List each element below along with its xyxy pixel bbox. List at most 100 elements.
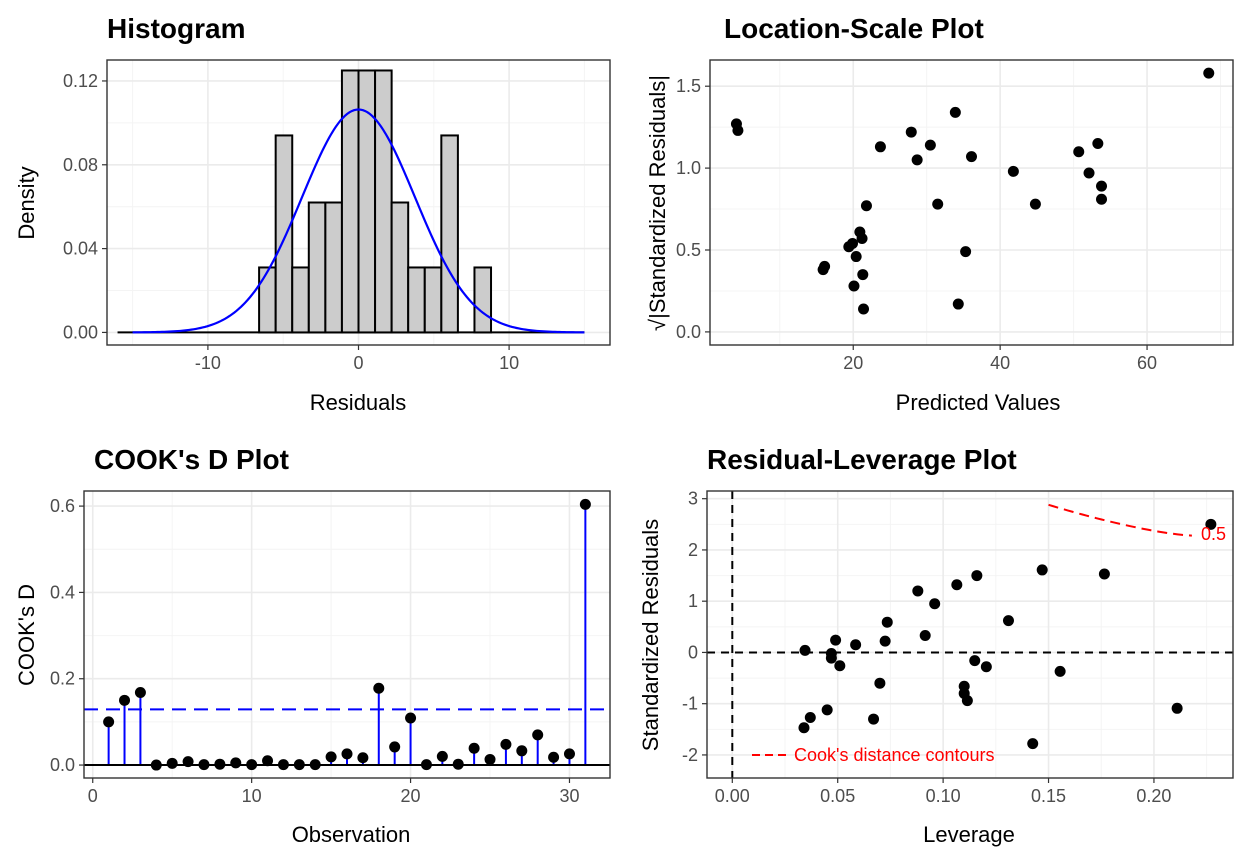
cooks-d-point [563, 748, 575, 760]
x-tick-label: 0.00 [715, 786, 750, 806]
y-tick-label: 2 [688, 540, 698, 560]
cooks-d-point [246, 759, 258, 771]
cooks-d-point [420, 759, 432, 771]
cooks-d-point [134, 687, 146, 699]
y-tick-label: 0.0 [676, 322, 701, 342]
x-tick-label: 0.05 [820, 786, 855, 806]
cooks-d-point [262, 755, 274, 767]
data-point [911, 154, 923, 166]
data-point [1096, 180, 1108, 192]
data-point [804, 712, 816, 724]
y-tick-label: 0.04 [63, 239, 98, 259]
x-tick-label: 0.20 [1136, 786, 1171, 806]
data-point [874, 677, 886, 689]
x-tick-label: 0 [353, 353, 363, 373]
cooks-d-point [309, 759, 321, 771]
data-point [799, 644, 811, 656]
location-scale-panel: 20 40 60 0.0 0.5 1.0 1.5 Location-Scale Plot Pre… [645, 13, 1234, 415]
data-point [847, 237, 859, 249]
data-point [857, 269, 869, 281]
data-point [858, 303, 870, 315]
cooks-d-title: COOK's D Plot [94, 444, 289, 475]
data-point [924, 139, 936, 151]
histogram-bar [374, 69, 393, 334]
cooks-d-point [214, 758, 226, 770]
cooks-d-point [230, 757, 242, 769]
data-point [1098, 568, 1110, 580]
data-point [819, 260, 831, 272]
panel-border [709, 59, 1234, 346]
data-point [879, 635, 891, 647]
cooks-d-point [389, 741, 401, 753]
cooks-d-point [182, 756, 194, 768]
y-tick-label: 1.5 [676, 76, 701, 96]
data-point [1036, 564, 1048, 576]
y-tick-label: 0.6 [50, 496, 75, 516]
panel-border [83, 490, 611, 779]
data-point [825, 652, 837, 664]
data-point [966, 151, 977, 163]
data-point [980, 661, 992, 673]
data-point [830, 634, 842, 646]
data-point [960, 246, 972, 258]
data-point [919, 630, 931, 642]
data-point [1027, 738, 1039, 750]
x-tick-label: 20 [843, 353, 863, 373]
cooks-d-y-label: COOK's D [14, 584, 39, 686]
y-tick-label: -1 [682, 694, 698, 714]
x-tick-label: 0.15 [1031, 786, 1066, 806]
histogram-bar [274, 134, 294, 334]
panel-background [707, 491, 1233, 778]
data-point [1171, 702, 1183, 714]
y-tick-label: 3 [688, 489, 698, 509]
panel-background [710, 60, 1233, 345]
cooks-d-point [293, 759, 305, 771]
histogram-panel: -10 0 10 0.00 0.04 0.08 0.12 Histogram Residuals… [14, 13, 611, 415]
x-tick-label: 60 [1137, 353, 1157, 373]
data-point [881, 616, 893, 628]
data-point [850, 251, 862, 263]
data-point [834, 660, 846, 672]
residual-leverage-x-label: Leverage [923, 822, 1015, 847]
data-point [848, 280, 860, 292]
location-scale-y-label: √|Standardized Residuals| [645, 75, 670, 331]
cooks-d-point [532, 729, 544, 741]
data-point [798, 722, 810, 734]
y-tick-label: -2 [682, 745, 698, 765]
x-tick-label: 40 [990, 353, 1010, 373]
residual-leverage-panel: 0.00 0.05 0.10 0.15 0.20 -2 -1 0 1 2 3 Cook's dista… [638, 444, 1234, 847]
data-point [912, 585, 924, 597]
y-tick-label: 0.0 [50, 755, 75, 775]
data-point [951, 579, 963, 591]
histogram-bar [473, 266, 493, 334]
cooks-d-point [166, 757, 178, 769]
cooks-d-point [325, 751, 337, 763]
cooks-contour-label: 0.5 [1201, 524, 1226, 544]
histogram-bar [324, 201, 343, 334]
x-tick-label: 0.10 [926, 786, 961, 806]
y-tick-label: 0.00 [63, 322, 98, 342]
x-tick-label: 10 [499, 353, 519, 373]
panel-background [84, 491, 610, 778]
residual-leverage-y-label: Standardized Residuals [638, 519, 663, 751]
data-point [1007, 165, 1019, 177]
data-point [1029, 198, 1041, 210]
x-tick-label: 20 [401, 786, 421, 806]
histogram-title: Histogram [107, 13, 245, 44]
normal-density-curve [132, 108, 585, 334]
location-scale-title: Location-Scale Plot [724, 13, 984, 44]
data-point [1073, 146, 1085, 158]
data-point [1002, 615, 1014, 627]
histogram-bar [407, 266, 426, 334]
cooks-d-point [198, 759, 210, 771]
data-point [821, 704, 833, 716]
cooks-d-point [405, 712, 417, 724]
cooks-d-point [103, 716, 115, 728]
data-point [850, 639, 862, 651]
data-point [1083, 167, 1095, 179]
y-tick-label: 0.2 [50, 669, 75, 689]
data-point [868, 713, 880, 725]
cooks-d-point [579, 498, 591, 510]
panel-border [706, 490, 1234, 779]
